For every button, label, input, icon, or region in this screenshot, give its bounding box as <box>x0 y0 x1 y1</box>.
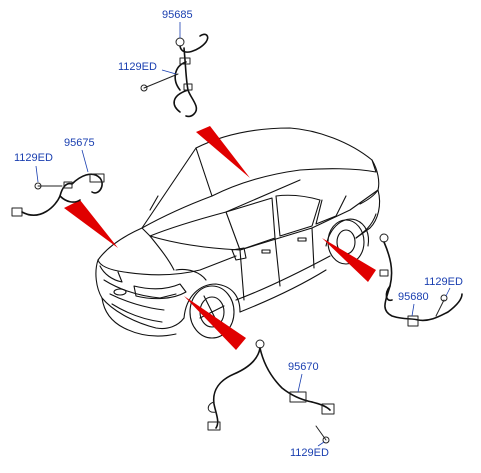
car-illustration <box>95 127 381 339</box>
arrow-rear-right <box>322 238 376 282</box>
label-front-right-bolt: 1129ED <box>118 61 157 73</box>
sensor-assembly-right <box>379 233 463 327</box>
label-rear-left-bolt: 1129ED <box>290 447 329 459</box>
sensor-assembly-top <box>140 33 209 118</box>
arrow-front-left <box>64 200 118 248</box>
sensor-assembly-bottom <box>207 339 335 444</box>
label-front-left-bolt: 1129ED <box>14 152 53 164</box>
pointer-arrows <box>64 126 376 350</box>
arrow-rear-left <box>184 296 246 350</box>
sensor-assembly-left <box>11 173 105 217</box>
arrow-front-right <box>196 126 250 178</box>
label-rear-left-sensor: 95670 <box>288 361 319 373</box>
label-rear-right-sensor: 95680 <box>398 291 429 303</box>
label-rear-right-bolt: 1129ED <box>424 276 463 288</box>
part-labels: 95685 1129ED 95675 1129ED 1129ED 95680 9… <box>14 9 463 459</box>
label-front-right-sensor: 95685 <box>162 9 193 21</box>
label-front-left-sensor: 95675 <box>64 137 95 149</box>
